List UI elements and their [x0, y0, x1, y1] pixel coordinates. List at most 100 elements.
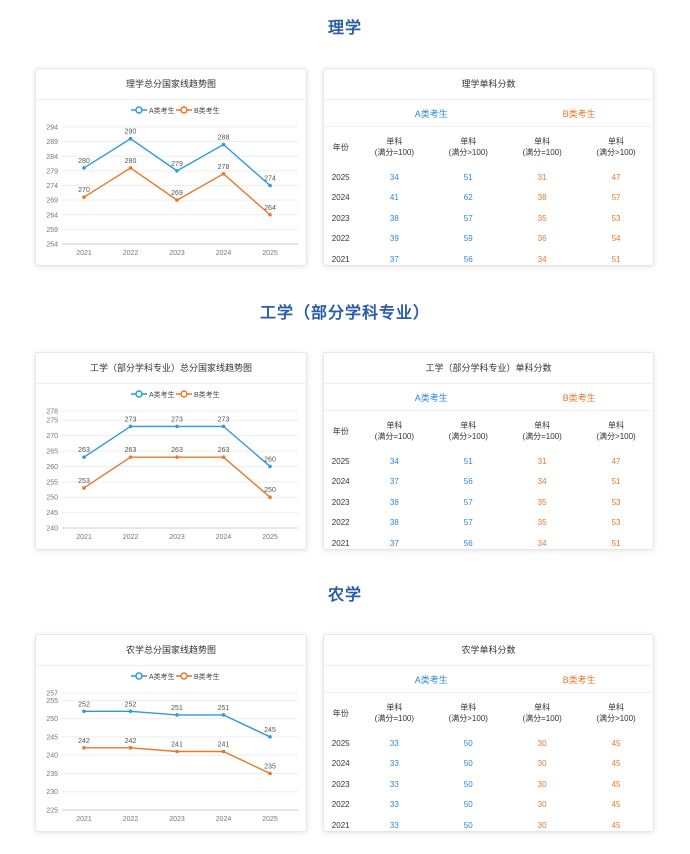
year-cell: 2024	[331, 477, 350, 487]
table-title: 农学单科分数	[324, 635, 653, 666]
a-score-over100-cell: 56	[463, 254, 473, 264]
b-score-over100-cell: 45	[611, 738, 621, 748]
y-tick-label: 279	[46, 168, 58, 175]
b-score-over100-cell: 53	[611, 213, 621, 223]
series-a-data-label: 252	[125, 701, 137, 708]
y-tick-label: 225	[46, 808, 58, 815]
legend-a-label: A类考生	[149, 106, 175, 115]
legend-b-marker	[180, 106, 188, 114]
x-tick-label: 2023	[169, 816, 185, 823]
x-tick-label: 2022	[123, 250, 139, 257]
col-subject-header: 单科 (满分>100)	[431, 126, 506, 167]
agriculture-table-card: 农学单科分数 A类考生 B类考生 年份 单科 (满分=100) 单科 (满分>100) 单…	[323, 634, 654, 832]
y-tick-label: 259	[46, 227, 58, 234]
series-b-data-label: 242	[125, 738, 137, 745]
series-a-data-label: 274	[264, 176, 276, 183]
a-score-over100-cell: 62	[463, 193, 473, 203]
series-b-point	[82, 195, 86, 199]
b-score-over100-cell: 45	[611, 759, 621, 769]
series-b-data-label: 242	[78, 738, 90, 745]
group-header-row: A类考生 B类考生	[324, 100, 653, 127]
y-tick-label: 289	[46, 139, 58, 146]
y-tick-label: 255	[46, 479, 58, 486]
series-b-point	[128, 455, 133, 459]
a-score-100-cell: 34	[389, 456, 399, 466]
y-tick-label: 240	[46, 753, 58, 760]
a-score-over100-cell: 50	[463, 779, 473, 789]
x-tick-label: 2025	[262, 250, 278, 257]
series-b-point	[221, 749, 226, 754]
b-score-100-cell: 35	[537, 497, 547, 507]
y-tick-label: 245	[46, 734, 58, 741]
series-a-point	[175, 713, 179, 717]
col-subject-header: 单科 (满分>100)	[579, 410, 653, 451]
b-score-over100-cell: 51	[611, 477, 621, 487]
group-spacer	[324, 666, 357, 693]
table-row: 2023 33 50 30 45	[324, 774, 653, 795]
a-score-over100-cell: 51	[463, 456, 473, 466]
series-a-data-label: 290	[125, 129, 137, 136]
b-score-100-cell: 30	[537, 738, 547, 748]
b-score-100-cell: 34	[537, 254, 547, 264]
col-subject-header: 单科 (满分>100)	[431, 692, 506, 733]
table-row: 2023 38 57 35 53	[324, 208, 653, 229]
a-score-100-cell: 41	[389, 193, 399, 203]
x-tick-label: 2024	[216, 534, 232, 541]
col-year-header: 年份	[324, 126, 358, 167]
engineering-score-table: A类考生 B类考生 年份 单科 (满分=100) 单科 (满分>100) 单科 (满分=1…	[324, 384, 653, 554]
table-row: 2025 34 51 31 47	[324, 451, 653, 472]
a-score-100-cell: 38	[389, 497, 399, 507]
x-tick-label: 2021	[76, 816, 92, 823]
series-a-point	[221, 713, 226, 717]
series-b-data-label: 235	[264, 763, 276, 770]
series-a-data-label: 288	[218, 135, 230, 142]
series-b-line	[83, 456, 271, 498]
series-a-data-label: 273	[218, 416, 230, 423]
col-year-header: 年份	[324, 692, 358, 733]
series-b-point	[221, 455, 226, 459]
science-chart-card: 理学总分国家线趋势图 A类考生 B类考生 254 259 264 269 274 279 284…	[35, 68, 307, 266]
a-score-100-cell: 39	[389, 234, 399, 244]
group-spacer	[324, 100, 357, 127]
legend-a-marker	[135, 106, 143, 114]
table-row: 2021 33 50 30 45	[324, 815, 653, 836]
a-score-100-cell: 33	[389, 800, 399, 810]
y-tick-label: 284	[46, 154, 58, 161]
science-trend-chart: A类考生 B类考生 254 259 264 269 274 279 284 289 294 2021 2…	[46, 106, 298, 257]
table-row: 2022 39 59 36 54	[324, 229, 653, 250]
series-a-data-label: 273	[125, 416, 137, 423]
column-header-row: 年份 单科 (满分=100) 单科 (满分>100) 单科 (满分=100) 单科 (满…	[324, 410, 653, 451]
chart-legend: A类考生 B类考生	[131, 672, 220, 681]
x-tick-label: 2025	[262, 816, 278, 823]
a-score-100-cell: 34	[389, 172, 399, 182]
b-score-100-cell: 31	[537, 456, 547, 466]
group-b-label: B类考生	[562, 392, 596, 403]
a-score-100-cell: 33	[389, 738, 399, 748]
a-score-100-cell: 37	[389, 254, 399, 264]
series-a-point	[82, 709, 86, 714]
col-subject-header: 单科 (满分>100)	[579, 126, 653, 167]
engineering-chart-card: 工学（部分学科专业）总分国家线趋势图 A类考生 B类考生 240 245 250 255 2…	[35, 352, 307, 550]
b-score-100-cell: 34	[537, 477, 547, 487]
series-b-data-label: 264	[264, 205, 276, 212]
series-a-point	[128, 709, 133, 714]
legend-b-label: B类考生	[194, 106, 220, 115]
y-tick-label: 240	[46, 526, 58, 533]
b-score-100-cell: 35	[537, 518, 547, 528]
x-tick-label: 2025	[262, 534, 278, 541]
a-score-over100-cell: 57	[463, 213, 473, 223]
x-tick-label: 2022	[123, 816, 139, 823]
group-b-label: B类考生	[562, 108, 596, 119]
table-title: 理学单科分数	[324, 69, 653, 100]
y-tick-label: 270	[46, 433, 58, 440]
a-score-over100-cell: 56	[463, 477, 473, 487]
a-score-100-cell: 33	[389, 820, 399, 830]
legend-b-marker	[180, 390, 188, 398]
agriculture-chart-card: 农学总分国家线趋势图 A类考生 B类考生 225 230 235 240 245 250 255…	[35, 634, 307, 832]
series-a-data-label: 251	[171, 705, 183, 712]
year-cell: 2021	[331, 538, 350, 548]
legend-a-label: A类考生	[149, 672, 175, 681]
col-subject-header: 单科 (满分=100)	[505, 410, 580, 451]
series-b-data-label: 269	[171, 190, 183, 197]
a-score-100-cell: 33	[389, 759, 399, 769]
